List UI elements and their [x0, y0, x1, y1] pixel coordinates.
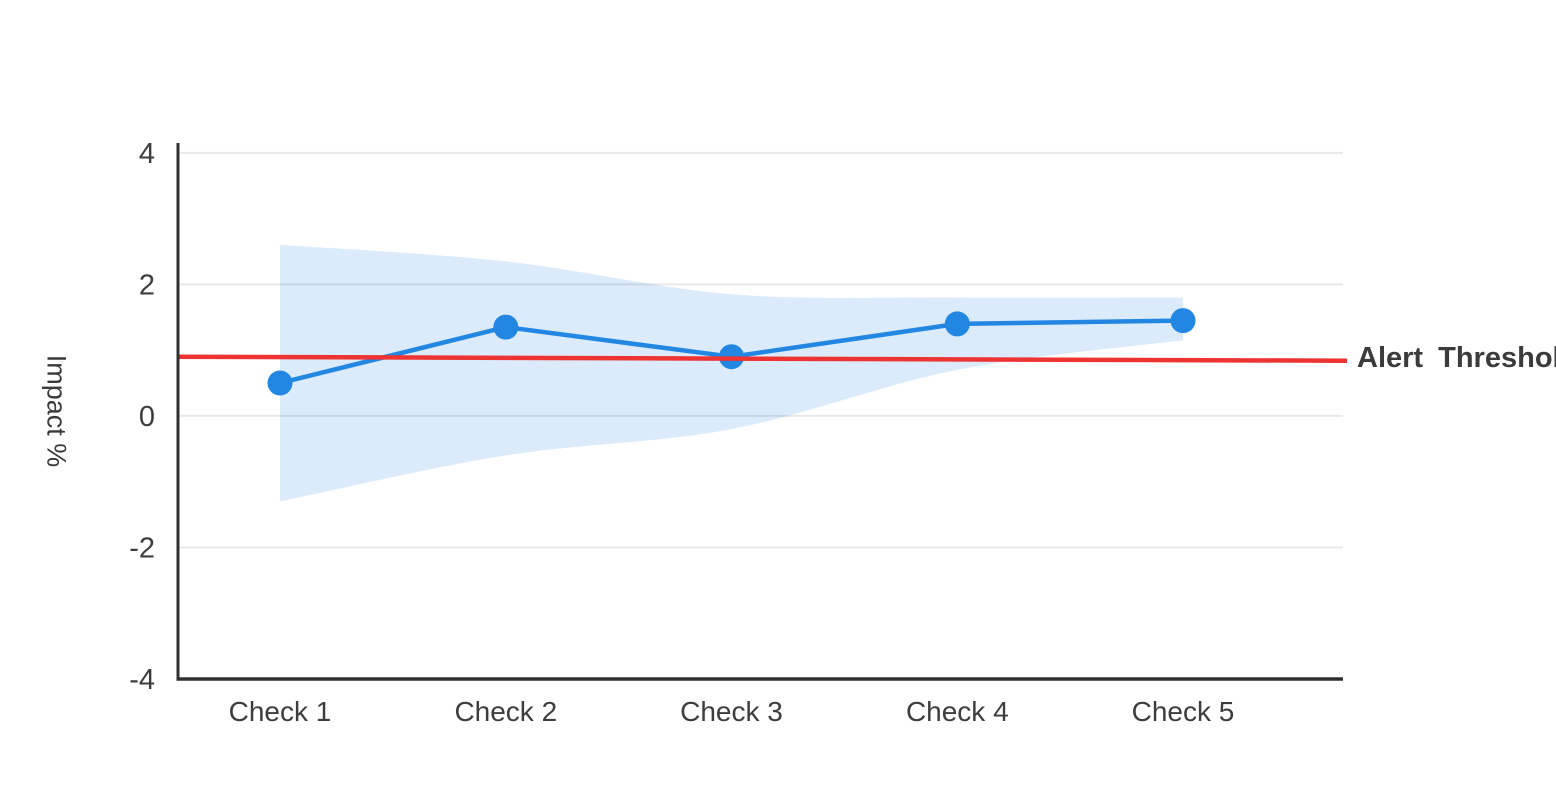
- confidence-band: [280, 244, 1183, 502]
- alert-threshold-label: Alert Threshold: [1357, 342, 1556, 374]
- y-tick-label: -4: [129, 664, 155, 696]
- y-axis-title: Impact %: [42, 355, 72, 468]
- alert-threshold-line: [177, 354, 1348, 363]
- data-point-check-2[interactable]: [493, 314, 519, 340]
- x-tick-label-check-4: Check 4: [906, 696, 1009, 727]
- y-tick-label: 4: [139, 138, 155, 170]
- gridlines: [178, 151, 1343, 549]
- data-point-check-4[interactable]: [944, 311, 970, 337]
- x-tick-label-check-3: Check 3: [680, 696, 783, 727]
- x-tick-label-check-5: Check 5: [1132, 696, 1235, 727]
- data-point-check-1[interactable]: [267, 370, 293, 396]
- x-tick-label-check-1: Check 1: [229, 696, 332, 727]
- y-tick-label: 0: [139, 401, 155, 433]
- x-tick-label-check-2: Check 2: [454, 696, 557, 727]
- y-tick-labels: 4 2 0 -2 -4: [129, 138, 155, 696]
- y-tick-label: -2: [129, 533, 155, 565]
- y-tick-label: 2: [139, 270, 155, 302]
- data-point-check-5[interactable]: [1170, 308, 1196, 334]
- x-tick-labels: Check 1 Check 2 Check 3 Check 4 Check 5: [229, 696, 1235, 727]
